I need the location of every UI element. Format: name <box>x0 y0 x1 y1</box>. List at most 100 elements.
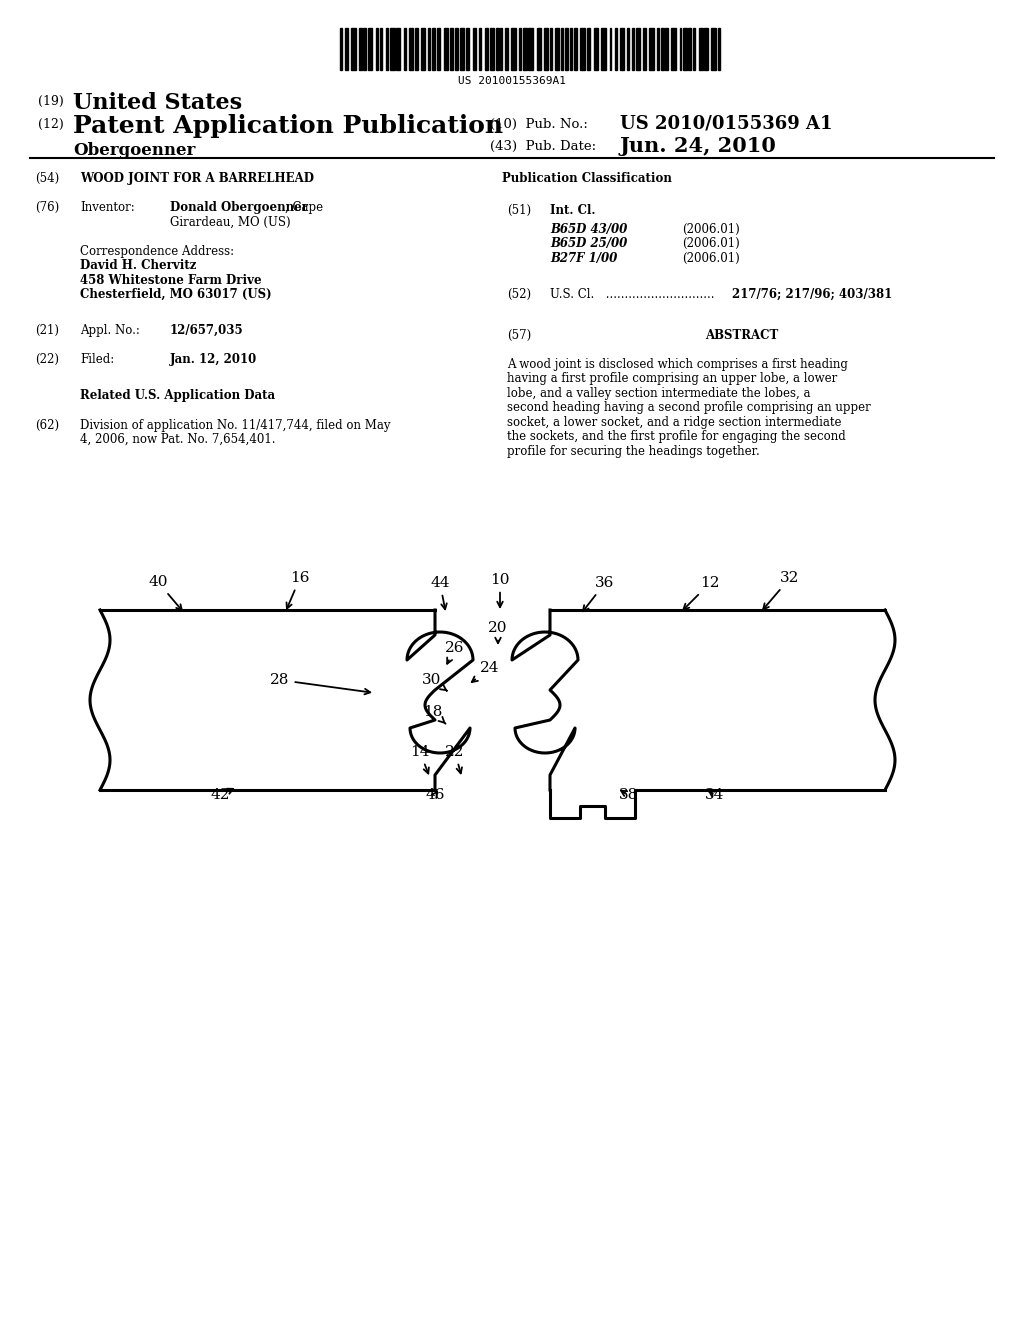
Text: 44: 44 <box>430 576 450 610</box>
Bar <box>614 28 617 70</box>
Bar <box>698 28 703 70</box>
Text: US 20100155369A1: US 20100155369A1 <box>458 77 566 86</box>
Bar <box>594 28 598 70</box>
Bar <box>649 28 653 70</box>
Bar <box>643 28 646 70</box>
Text: Int. Cl.: Int. Cl. <box>550 203 596 216</box>
Text: 14: 14 <box>411 744 430 774</box>
Text: 16: 16 <box>287 572 309 609</box>
Text: B65D 43/00: B65D 43/00 <box>550 223 628 236</box>
Bar <box>523 28 526 70</box>
Text: having a first profile comprising an upper lobe, a lower: having a first profile comprising an upp… <box>507 372 838 385</box>
Bar <box>421 28 425 70</box>
Bar <box>712 28 716 70</box>
Bar <box>660 28 664 70</box>
Bar <box>396 28 399 70</box>
Bar <box>718 28 720 70</box>
Text: socket, a lower socket, and a ridge section intermediate: socket, a lower socket, and a ridge sect… <box>507 416 842 429</box>
Text: B27F 1/00: B27F 1/00 <box>550 252 617 265</box>
Text: 30: 30 <box>422 673 446 690</box>
Text: 26: 26 <box>445 642 465 664</box>
Text: (22): (22) <box>35 354 59 366</box>
Bar <box>680 28 681 70</box>
Text: Donald Obergoenner: Donald Obergoenner <box>170 201 308 214</box>
Text: 36: 36 <box>583 576 614 611</box>
Bar <box>569 28 571 70</box>
Bar <box>550 28 552 70</box>
Bar <box>376 28 379 70</box>
Text: (62): (62) <box>35 418 59 432</box>
Text: Related U.S. Application Data: Related U.S. Application Data <box>80 389 275 403</box>
Text: 12/657,035: 12/657,035 <box>170 325 244 337</box>
Text: 4, 2006, now Pat. No. 7,654,401.: 4, 2006, now Pat. No. 7,654,401. <box>80 433 275 446</box>
Bar <box>364 28 366 70</box>
Text: (57): (57) <box>507 329 531 342</box>
Text: , Cape: , Cape <box>285 201 324 214</box>
Text: 12: 12 <box>683 576 720 610</box>
Text: 18: 18 <box>423 705 445 723</box>
Text: US 2010/0155369 A1: US 2010/0155369 A1 <box>620 114 833 132</box>
Text: the sockets, and the first profile for engaging the second: the sockets, and the first profile for e… <box>507 430 846 444</box>
Text: B65D 25/00: B65D 25/00 <box>550 238 628 251</box>
Bar <box>461 28 464 70</box>
Text: (12): (12) <box>38 117 68 131</box>
Bar <box>472 28 475 70</box>
Text: .............................: ............................. <box>602 288 718 301</box>
Bar <box>561 28 563 70</box>
Bar <box>588 28 591 70</box>
Text: A wood joint is disclosed which comprises a first heading: A wood joint is disclosed which comprise… <box>507 358 848 371</box>
Bar <box>340 28 342 70</box>
Bar <box>627 28 629 70</box>
Bar <box>497 28 499 70</box>
Text: (54): (54) <box>35 172 59 185</box>
Text: Jan. 12, 2010: Jan. 12, 2010 <box>170 354 257 366</box>
Bar <box>601 28 606 70</box>
Text: Filed:: Filed: <box>80 354 115 366</box>
Bar <box>636 28 640 70</box>
Text: WOOD JOINT FOR A BARRELHEAD: WOOD JOINT FOR A BARRELHEAD <box>80 172 314 185</box>
Bar <box>489 28 494 70</box>
Text: Inventor:: Inventor: <box>80 201 135 214</box>
Bar <box>437 28 440 70</box>
Bar <box>672 28 676 70</box>
Text: Correspondence Address:: Correspondence Address: <box>80 244 234 257</box>
Bar <box>683 28 687 70</box>
Text: 32: 32 <box>763 572 800 610</box>
Bar <box>428 28 430 70</box>
Bar <box>479 28 481 70</box>
Bar <box>443 28 447 70</box>
Bar <box>544 28 548 70</box>
Bar <box>409 28 414 70</box>
Text: 38: 38 <box>618 788 638 803</box>
Text: David H. Chervitz: David H. Chervitz <box>80 259 197 272</box>
Bar <box>450 28 454 70</box>
Text: Obergoenner: Obergoenner <box>73 143 196 158</box>
Bar <box>505 28 508 70</box>
Bar <box>380 28 382 70</box>
Bar <box>390 28 395 70</box>
Bar <box>528 28 534 70</box>
Text: lobe, and a valley section intermediate the lobes, a: lobe, and a valley section intermediate … <box>507 387 811 400</box>
Text: ABSTRACT: ABSTRACT <box>706 329 778 342</box>
Text: 34: 34 <box>706 788 725 803</box>
Bar <box>351 28 356 70</box>
Text: U.S. Cl.: U.S. Cl. <box>550 288 594 301</box>
Bar <box>519 28 521 70</box>
Text: (43)  Pub. Date:: (43) Pub. Date: <box>490 140 596 153</box>
Text: (2006.01): (2006.01) <box>682 223 739 236</box>
Bar <box>565 28 568 70</box>
Bar <box>511 28 516 70</box>
Text: (2006.01): (2006.01) <box>682 238 739 251</box>
Text: (76): (76) <box>35 201 59 214</box>
Text: 217/76; 217/96; 403/381: 217/76; 217/96; 403/381 <box>732 288 892 301</box>
Text: (2006.01): (2006.01) <box>682 252 739 265</box>
Text: Jun. 24, 2010: Jun. 24, 2010 <box>620 136 777 156</box>
Bar <box>632 28 634 70</box>
Text: Chesterfield, MO 63017 (US): Chesterfield, MO 63017 (US) <box>80 288 271 301</box>
Text: 458 Whitestone Farm Drive: 458 Whitestone Farm Drive <box>80 273 261 286</box>
Text: Patent Application Publication: Patent Application Publication <box>73 114 503 139</box>
Bar <box>369 28 372 70</box>
Bar <box>500 28 502 70</box>
Bar <box>705 28 708 70</box>
Text: Appl. No.:: Appl. No.: <box>80 325 140 337</box>
